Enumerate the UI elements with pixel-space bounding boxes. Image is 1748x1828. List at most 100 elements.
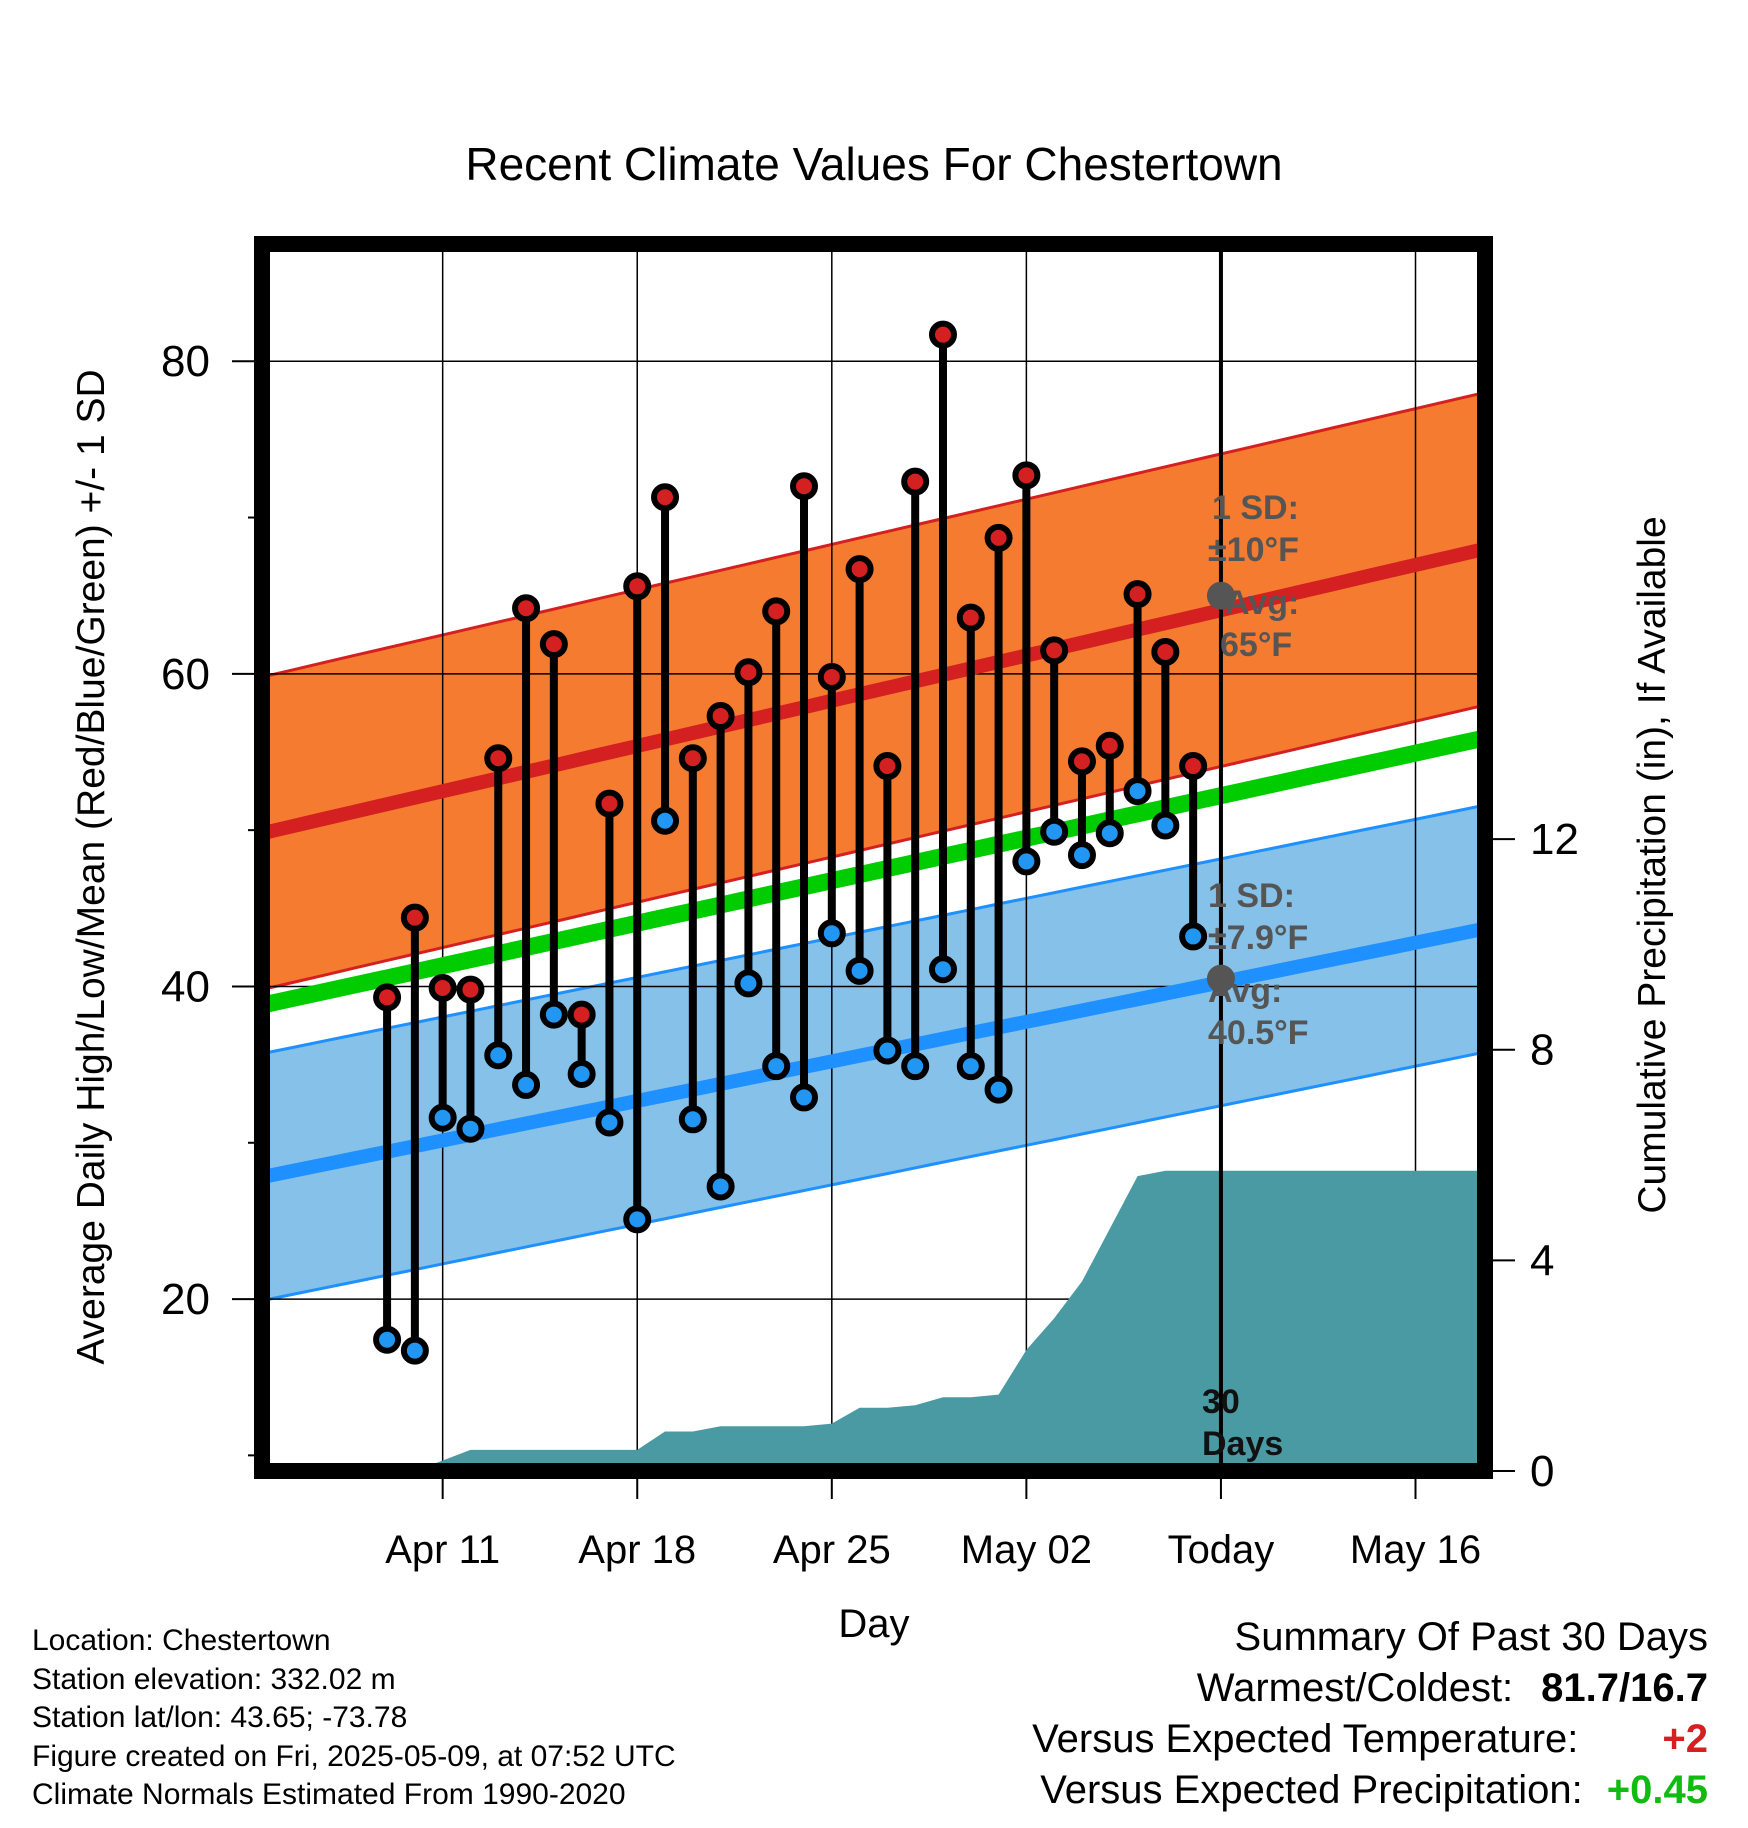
- daily-high-point: [706, 702, 735, 731]
- y-tick-label: 20: [161, 1275, 210, 1324]
- y-tick-label: 80: [161, 337, 210, 386]
- plot-area: 1 SD: ±10°F Avg: 65°F 1 SD: ±7.9°F Avg: 40.5°F 3…: [161, 236, 1579, 1572]
- x-tick-label: Apr 18: [578, 1528, 696, 1572]
- precip-value: +0.45: [1606, 1768, 1708, 1812]
- daily-high-point: [456, 975, 485, 1004]
- daily-high-point: [734, 658, 763, 687]
- days-label-number: 30: [1202, 1383, 1240, 1421]
- daily-low-point: [1040, 817, 1069, 846]
- daily-low-point: [901, 1052, 930, 1081]
- location-text: Location: Chestertown: [32, 1624, 331, 1657]
- daily-high-point: [984, 523, 1013, 552]
- low-sd-label: 1 SD:: [1208, 877, 1295, 915]
- daily-low-point: [456, 1114, 485, 1143]
- x-axis-label: Day: [838, 1602, 909, 1646]
- normal-high-line: [262, 541, 1485, 841]
- daily-low-point: [1067, 841, 1096, 870]
- daily-low-point: [484, 1041, 513, 1070]
- daily-high-point: [1095, 731, 1124, 760]
- daily-low-point: [790, 1083, 819, 1112]
- normals-text: Climate Normals Estimated From 1990-2020: [32, 1778, 626, 1811]
- summary-warm-cold: Warmest/Coldest: 81.7/16.7: [1032, 1663, 1708, 1714]
- daily-low-point: [512, 1070, 541, 1099]
- daily-low-point: [928, 955, 957, 984]
- daily-high-point: [512, 594, 541, 623]
- daily-high-point: [1040, 636, 1069, 665]
- high-sd-upper-edge: [262, 391, 1485, 679]
- summary-precip: Versus Expected Precipitation: +0.45: [1032, 1765, 1708, 1816]
- daily-high-point: [595, 789, 624, 818]
- high-sd-value: ±10°F: [1208, 531, 1299, 569]
- daily-low-point: [762, 1052, 791, 1081]
- daily-low-point: [567, 1059, 596, 1088]
- high-avg-value: 65°F: [1220, 626, 1292, 664]
- x-tick-label: Apr 25: [773, 1528, 891, 1572]
- low-sd-value: ±7.9°F: [1208, 919, 1308, 957]
- latlon-text: Station lat/lon: 43.65; -73.78: [32, 1701, 408, 1734]
- daily-high-point: [1179, 752, 1208, 781]
- precip-area: [414, 1170, 1485, 1471]
- x-tick-label: May 02: [961, 1528, 1092, 1572]
- x-tick-label: May 16: [1350, 1528, 1481, 1572]
- daily-low-point: [1179, 922, 1208, 951]
- daily-low-point: [1012, 847, 1041, 876]
- temp-label: Versus Expected Temperature:: [1032, 1717, 1579, 1761]
- low-sd-upper-edge: [262, 803, 1485, 1056]
- today-low-avg-marker: [1206, 964, 1235, 993]
- summary-panel: Summary Of Past 30 Days Warmest/Coldest:…: [1032, 1612, 1708, 1816]
- daily-low-point: [817, 919, 846, 948]
- elevation-text: Station elevation: 332.02 m: [32, 1662, 396, 1696]
- daily-high-point: [762, 597, 791, 626]
- daily-low-point: [956, 1052, 985, 1081]
- days-label-text: Days: [1202, 1425, 1283, 1463]
- y2-tick-label: 0: [1530, 1447, 1554, 1496]
- temp-value: +2: [1662, 1717, 1708, 1761]
- daily-high-point: [1151, 637, 1180, 666]
- daily-high-point: [956, 603, 985, 632]
- high-sd-lower-edge: [262, 703, 1485, 992]
- plot-inner: [262, 244, 1485, 1471]
- daily-low-point: [678, 1105, 707, 1134]
- daily-low-point: [984, 1075, 1013, 1104]
- y-axis-label: Average Daily High/Low/Mean (Red/Blue/Gr…: [70, 369, 113, 1364]
- daily-high-point: [678, 744, 707, 773]
- daily-low-point: [873, 1036, 902, 1065]
- high-avg-label: Avg:: [1225, 584, 1299, 622]
- y2-tick-label: 12: [1530, 815, 1579, 864]
- y-tick-label: 60: [161, 650, 210, 699]
- daily-low-point: [1151, 811, 1180, 840]
- daily-high-point: [873, 752, 902, 781]
- daily-low-point: [651, 806, 680, 835]
- daily-high-point: [901, 467, 930, 496]
- daily-low-point: [1095, 819, 1124, 848]
- daily-low-point: [623, 1205, 652, 1234]
- created-text: Figure created on Fri, 2025-05-09, at 07…: [32, 1739, 676, 1773]
- daily-high-point: [373, 983, 402, 1012]
- precip-label: Versus Expected Precipitation:: [1040, 1768, 1583, 1812]
- high-sd-label: 1 SD:: [1212, 489, 1299, 527]
- y2-axis-label: Cumulative Precipitation (in), If Availa…: [1631, 516, 1674, 1213]
- x-tick-label: Apr 11: [385, 1528, 500, 1572]
- daily-high-point: [790, 472, 819, 501]
- daily-high-point: [623, 572, 652, 601]
- daily-low-point: [706, 1172, 735, 1201]
- daily-high-point: [928, 320, 957, 349]
- daily-low-point: [734, 969, 763, 998]
- daily-high-point: [651, 483, 680, 512]
- daily-high-point: [484, 744, 513, 773]
- normal-mean-line: [262, 729, 1485, 1014]
- warm-cold-value: 81.7/16.7: [1541, 1666, 1708, 1710]
- summary-temp: Versus Expected Temperature: +2: [1032, 1714, 1708, 1765]
- daily-low-point: [373, 1325, 402, 1354]
- daily-high-point: [845, 555, 874, 584]
- low-avg-value: 40.5°F: [1208, 1014, 1309, 1052]
- daily-low-point: [1123, 777, 1152, 806]
- daily-low-point: [539, 1000, 568, 1029]
- station-info: Location: Chestertown Station elevation:…: [32, 1622, 676, 1815]
- y2-tick-label: 8: [1530, 1026, 1554, 1075]
- daily-high-point: [567, 1000, 596, 1029]
- today-high-avg-marker: [1206, 581, 1235, 610]
- daily-high-point: [428, 974, 457, 1003]
- low-sd-lower-edge: [262, 1050, 1485, 1303]
